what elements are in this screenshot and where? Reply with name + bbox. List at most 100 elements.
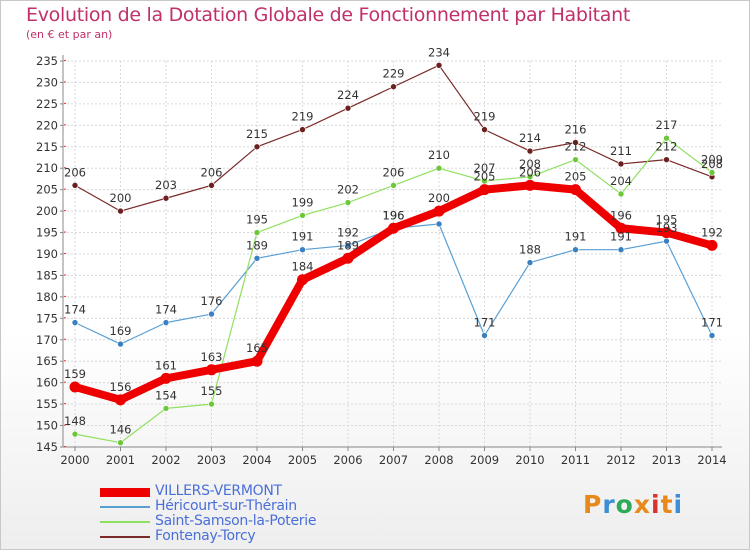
x-tick-label: 2009 [470,453,499,467]
data-label: 208 [701,157,723,171]
data-point [388,222,399,234]
data-label: 203 [155,178,177,192]
data-point [433,205,445,217]
data-label: 189 [337,238,359,252]
y-tick-label: 220 [36,118,58,132]
data-label: 156 [110,380,132,394]
data-point [481,126,488,133]
x-tick-label: 2005 [288,453,317,467]
data-point [162,319,170,326]
data-point [572,246,579,254]
logo-letter: i [673,490,684,519]
data-point [160,372,172,384]
data-point [390,83,397,91]
x-tick-label: 2007 [379,453,408,467]
y-tick-label: 150 [36,419,58,433]
data-label: 210 [428,148,450,162]
x-tick-label: 2003 [197,453,226,467]
data-label: 214 [519,131,541,145]
data-label: 219 [292,110,314,124]
data-label: 204 [610,174,632,188]
chart-subtitle: (en € et par an) [26,28,113,41]
data-label: 195 [656,213,678,227]
data-point [706,239,718,251]
x-tick-label: 2000 [60,453,89,467]
legend-swatch [100,506,150,508]
legend-label: Fontenay-Torcy [155,528,256,544]
data-label: 196 [383,208,405,222]
x-tick-label: 2004 [242,453,271,467]
data-point [479,184,490,196]
y-tick-label: 165 [36,354,58,368]
data-label: 199 [292,195,314,209]
data-label: 195 [246,213,268,227]
x-tick-label: 2011 [561,453,590,467]
y-tick-label: 205 [36,183,58,197]
x-tick-label: 2002 [151,453,180,467]
data-label: 189 [246,238,268,252]
data-label: 191 [565,230,587,244]
logo-letter: i [651,490,661,519]
data-point [663,134,670,142]
data-label: 174 [64,303,86,317]
data-label: 146 [110,423,132,437]
y-tick-label: 155 [36,397,58,411]
data-label: 224 [337,88,359,102]
data-label: 219 [474,110,496,124]
x-tick-label: 2001 [106,453,135,467]
data-point [526,173,534,181]
data-point [208,310,215,318]
data-label: 205 [565,170,587,184]
y-tick-label: 195 [36,226,58,240]
data-point [435,220,443,228]
data-label: 200 [428,191,450,205]
data-point [435,61,443,69]
data-label: 176 [201,294,223,308]
y-tick-label: 175 [36,311,58,325]
data-point [297,274,308,286]
data-label: 155 [201,384,223,398]
data-point [663,156,670,163]
y-tick-label: 200 [36,204,58,218]
data-point [572,156,579,163]
data-label: 234 [428,45,450,59]
data-label: 165 [246,341,268,355]
data-point [117,340,124,348]
data-label: 206 [383,165,405,179]
data-point [253,143,261,151]
data-point [344,199,352,206]
data-point [253,254,261,262]
y-tick-label: 235 [36,54,58,68]
data-point [570,184,581,196]
data-point [162,194,170,202]
data-label: 169 [110,324,132,338]
data-point [435,164,443,172]
legend-label: Héricourt-sur-Thérain [155,498,297,514]
y-tick-label: 210 [36,161,58,175]
logo-letter: x [633,490,651,519]
data-label: 159 [64,367,86,381]
data-point [344,242,352,249]
y-tick-label: 160 [36,376,58,390]
data-label: 206 [64,165,86,179]
x-tick-label: 2014 [697,453,726,467]
data-point [71,319,79,326]
legend-label: VILLERS-VERMONT [155,483,282,499]
logo-letter: o [615,490,634,519]
data-point [117,207,124,215]
data-point [299,126,306,133]
legend-swatch [100,487,150,497]
data-point [251,355,263,367]
data-label: 200 [110,191,132,205]
data-label: 196 [610,208,632,222]
data-point [661,227,672,239]
data-point [390,182,397,189]
x-tick-label: 2013 [652,453,681,467]
x-tick-label: 2008 [424,453,453,467]
data-point [69,381,81,393]
data-point [342,252,354,264]
data-point [481,332,488,339]
y-tick-label: 185 [36,268,58,282]
data-point [615,222,627,234]
legend-swatch [100,536,150,538]
